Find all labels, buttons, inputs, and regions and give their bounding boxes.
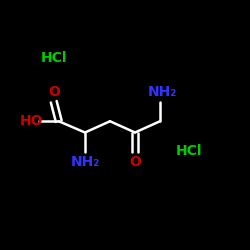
- Text: O: O: [48, 85, 60, 99]
- Text: O: O: [129, 154, 141, 168]
- Text: HCl: HCl: [40, 50, 67, 64]
- Text: HO: HO: [20, 114, 44, 128]
- Text: HCl: HCl: [176, 144, 202, 158]
- Text: NH₂: NH₂: [148, 85, 177, 99]
- Text: NH₂: NH₂: [70, 155, 100, 169]
